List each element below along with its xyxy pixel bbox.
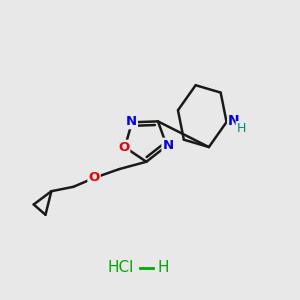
Text: N: N — [228, 114, 240, 128]
Text: O: O — [88, 172, 100, 184]
Text: H: H — [158, 260, 169, 275]
Text: H: H — [237, 122, 246, 135]
Text: N: N — [126, 115, 137, 128]
Text: HCl: HCl — [107, 260, 134, 275]
Text: N: N — [162, 139, 174, 152]
Text: O: O — [118, 141, 129, 154]
